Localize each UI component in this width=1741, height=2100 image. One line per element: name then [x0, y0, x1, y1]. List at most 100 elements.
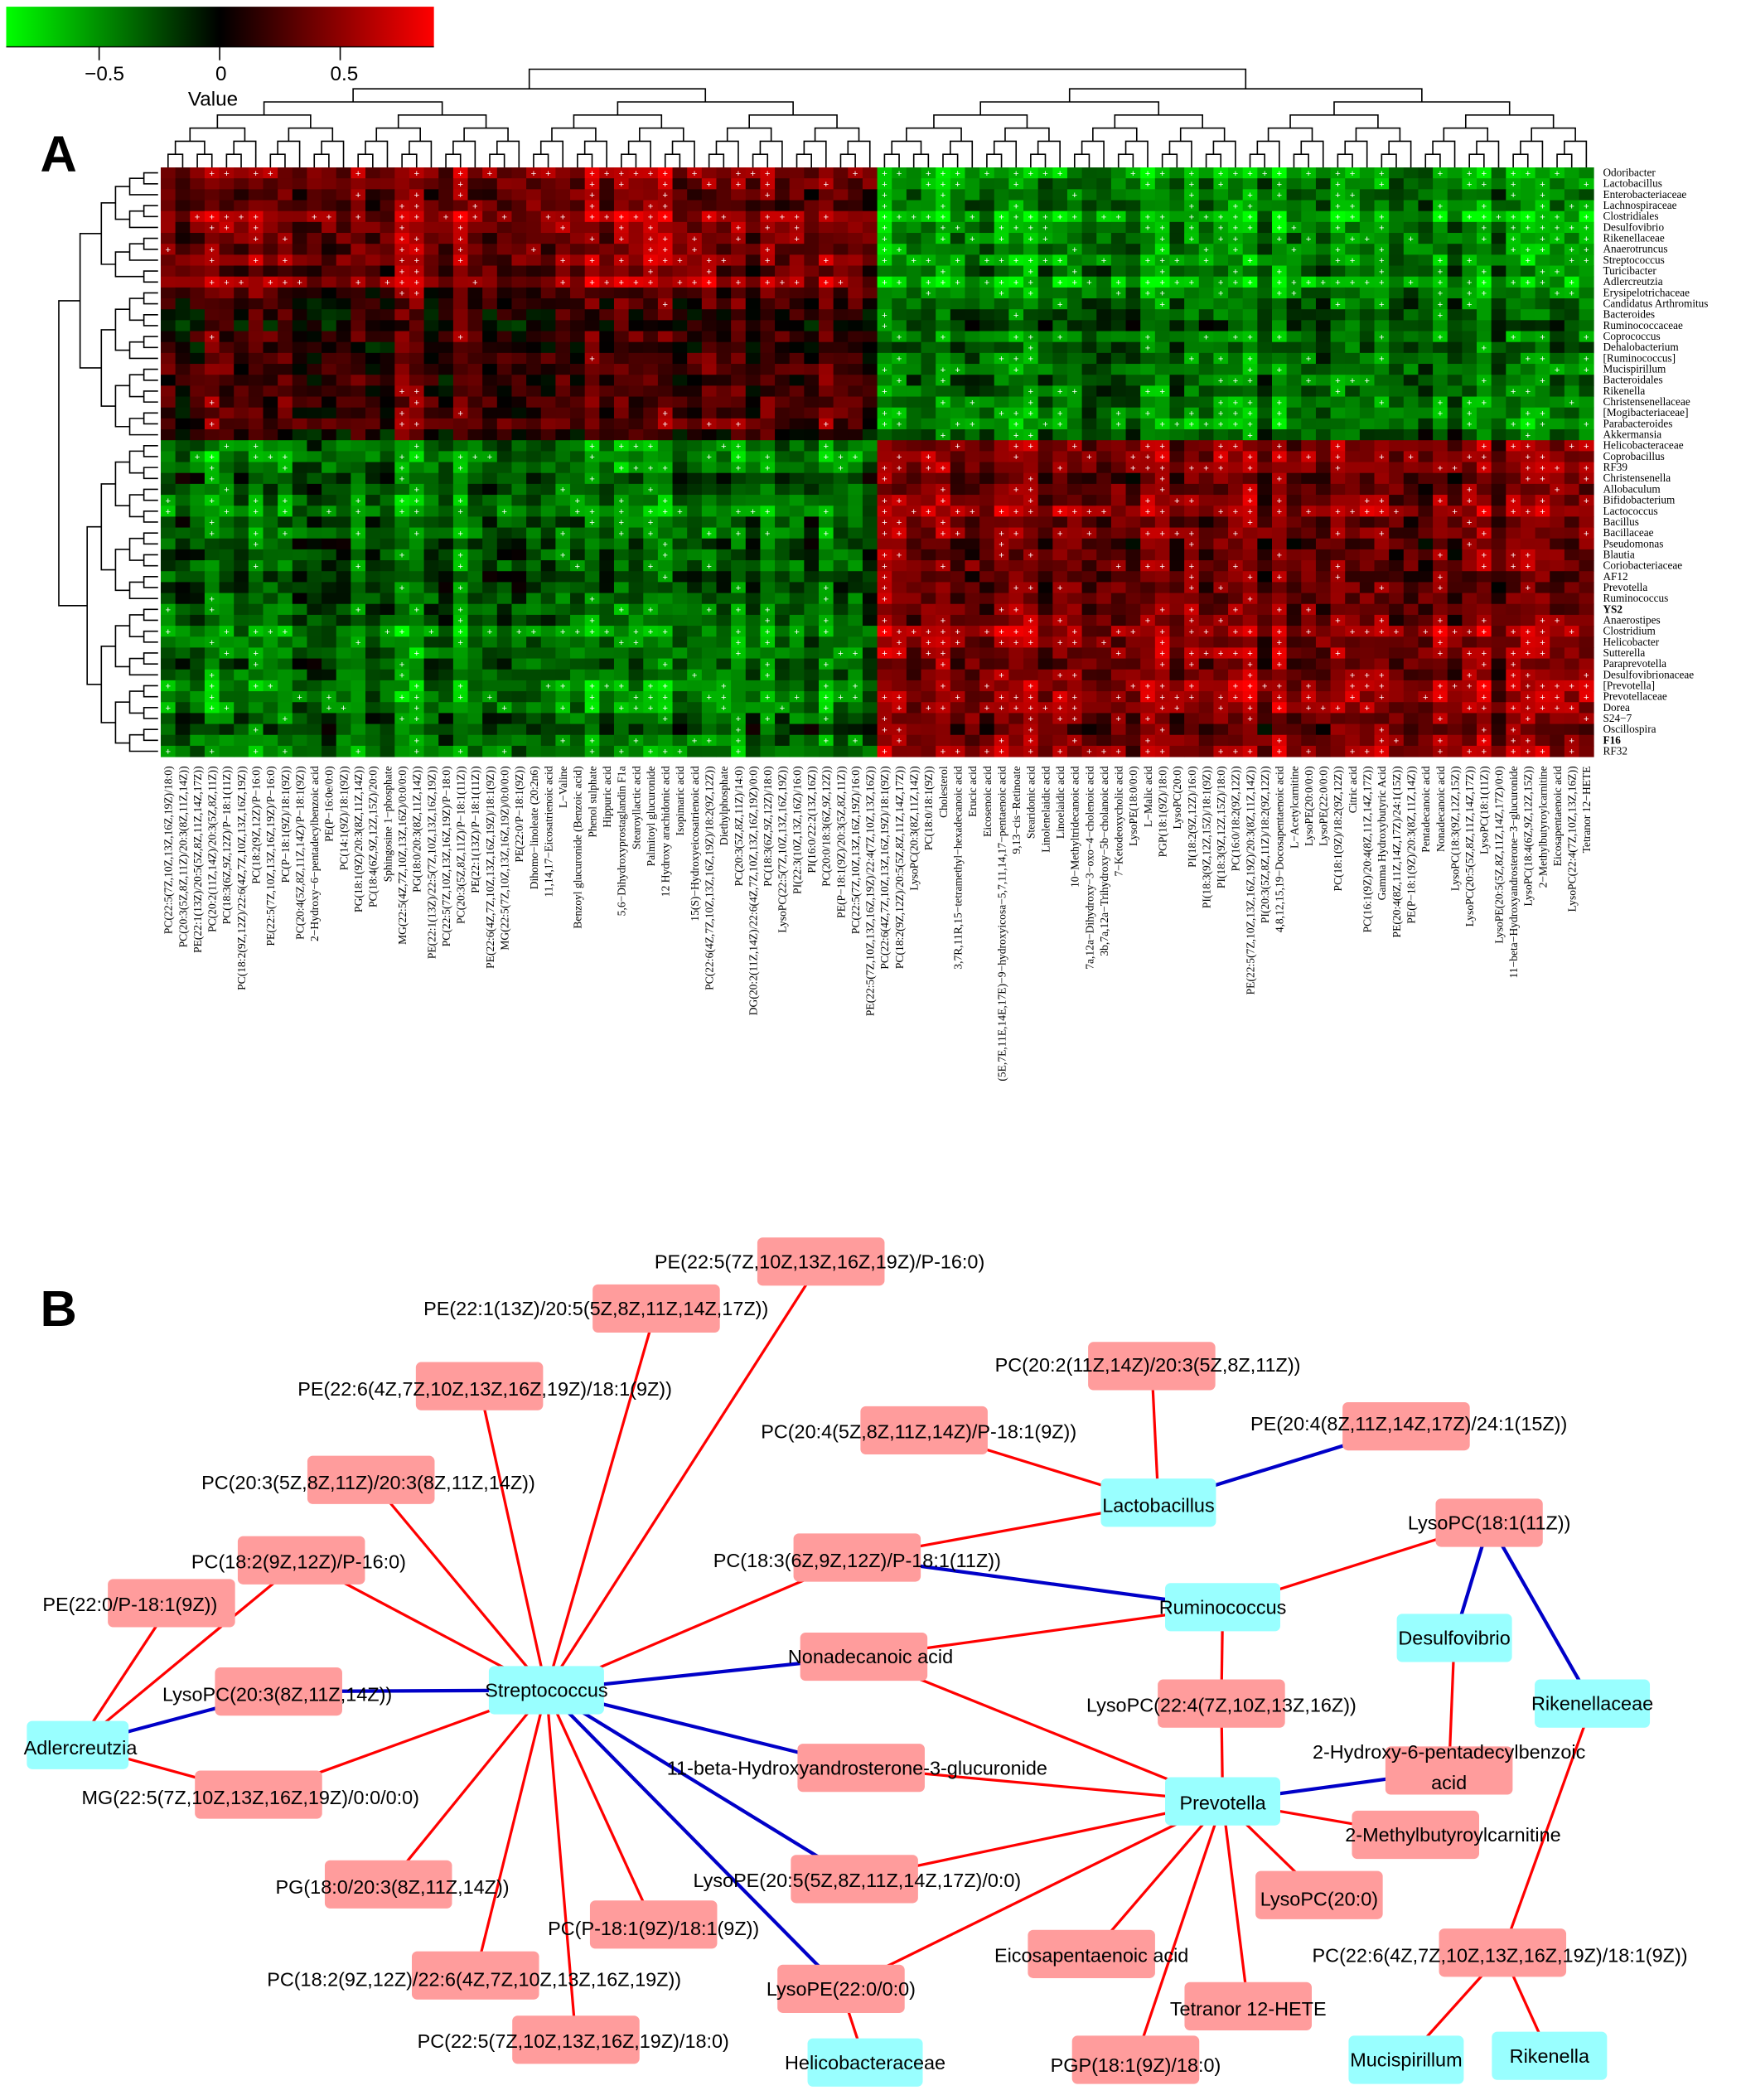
significance-mark: +: [765, 529, 771, 539]
heatmap-cell: [906, 560, 921, 572]
heatmap-cell: [833, 210, 849, 223]
heatmap-cell: [848, 506, 863, 517]
significance-mark: +: [648, 507, 654, 517]
heatmap-cell: [1359, 320, 1375, 332]
significance-mark: +: [1335, 201, 1341, 211]
heatmap-cell: [423, 603, 439, 616]
heatmap-cell: [365, 418, 381, 430]
row-dendrogram-link: [114, 461, 130, 507]
heatmap-cell: [775, 331, 791, 343]
heatmap-cell: [687, 352, 703, 365]
heatmap-cell: [921, 549, 936, 561]
significance-mark: +: [824, 212, 829, 222]
heatmap-cell: [804, 331, 820, 343]
heatmap-cell: [804, 495, 820, 506]
significance-mark: +: [1145, 387, 1151, 397]
heatmap-cell: [248, 582, 264, 594]
heatmap-cell: [570, 538, 586, 550]
heatmap-cell: [672, 287, 688, 299]
heatmap-cell: [380, 516, 395, 529]
heatmap-cell: [423, 210, 439, 223]
heatmap-cell: [1330, 320, 1346, 332]
heatmap-cell: [496, 375, 512, 386]
heatmap-cell: [278, 331, 293, 343]
heatmap-cell: [1140, 233, 1156, 244]
heatmap-cell: [1374, 178, 1390, 190]
heatmap-cell: [716, 429, 732, 441]
heatmap-cell: [175, 506, 191, 517]
heatmap-cell: [1389, 407, 1405, 419]
heatmap-cell: [804, 254, 820, 267]
significance-mark: +: [283, 278, 288, 288]
heatmap-cell: [467, 298, 483, 310]
heatmap-cell: [1125, 375, 1141, 386]
heatmap-cell: [716, 407, 732, 419]
significance-mark: +: [457, 224, 463, 234]
row-dendrogram-link: [128, 494, 144, 518]
column-dendrogram-link: [1381, 153, 1397, 168]
heatmap-cell: [1550, 309, 1565, 321]
significance-mark: +: [1086, 278, 1092, 288]
heatmap-cell: [234, 462, 249, 474]
heatmap-cell: [965, 560, 980, 572]
significance-mark: +: [1555, 224, 1560, 234]
heatmap-cell: [1037, 538, 1053, 550]
significance-mark: +: [1013, 420, 1019, 430]
heatmap-cell: [452, 287, 469, 299]
heatmap-cell: [1550, 527, 1565, 540]
heatmap-cell: [1345, 309, 1361, 321]
heatmap-cell: [467, 582, 483, 594]
heatmap-cell: [657, 527, 674, 540]
heatmap-cell: [219, 233, 235, 244]
heatmap-cell: [540, 451, 556, 463]
heatmap-cell: [1491, 276, 1506, 288]
heatmap-cell: [1023, 364, 1039, 375]
significance-mark: +: [750, 507, 756, 517]
heatmap-cell: [950, 244, 965, 255]
significance-mark: +: [648, 169, 654, 179]
significance-mark: +: [1189, 562, 1195, 572]
heatmap-cell: [1110, 309, 1127, 321]
significance-mark: +: [1320, 278, 1326, 288]
heatmap-cell: [570, 200, 586, 212]
significance-mark: +: [1057, 463, 1063, 473]
significance-mark: +: [706, 278, 712, 288]
heatmap-cell: [716, 309, 732, 321]
heatmap-cell: [1579, 538, 1594, 550]
heatmap-cell: [950, 178, 965, 190]
heatmap-cell: [1520, 593, 1536, 605]
heatmap-cell: [1579, 287, 1594, 299]
heatmap-cell: [496, 462, 512, 474]
heatmap-cell: [936, 418, 951, 430]
column-dendrogram-link: [167, 153, 184, 168]
heatmap-cell: [540, 516, 556, 529]
heatmap-cell: [950, 582, 965, 594]
heatmap-cell: [1477, 407, 1492, 419]
heatmap-cell: [351, 352, 366, 365]
significance-mark: +: [1233, 605, 1239, 615]
heatmap-cell: [322, 352, 337, 365]
heatmap-cell: [1242, 385, 1258, 398]
heatmap-cell: [423, 221, 439, 234]
heatmap-cell: [1228, 483, 1244, 496]
heatmap-cell: [1154, 495, 1170, 506]
heatmap-cell: [1110, 582, 1127, 594]
significance-mark: +: [1101, 256, 1107, 266]
heatmap-cell: [351, 287, 366, 299]
heatmap-cell: [380, 571, 395, 583]
heatmap-cell: [716, 341, 732, 354]
heatmap-cell: [1433, 244, 1448, 255]
heatmap-cell: [1491, 189, 1506, 201]
significance-mark: +: [736, 169, 742, 179]
heatmap-cell: [160, 407, 177, 419]
heatmap-cell: [336, 210, 351, 223]
heatmap-cell: [1081, 582, 1097, 594]
heatmap-cell: [394, 167, 410, 179]
heatmap-cell: [775, 244, 791, 255]
heatmap-cell: [1242, 582, 1258, 594]
heatmap-cell: [628, 320, 644, 332]
heatmap-cell: [1564, 265, 1580, 278]
heatmap-cell: [599, 309, 615, 321]
heatmap-cell: [745, 407, 761, 419]
heatmap-cell: [1110, 167, 1127, 179]
